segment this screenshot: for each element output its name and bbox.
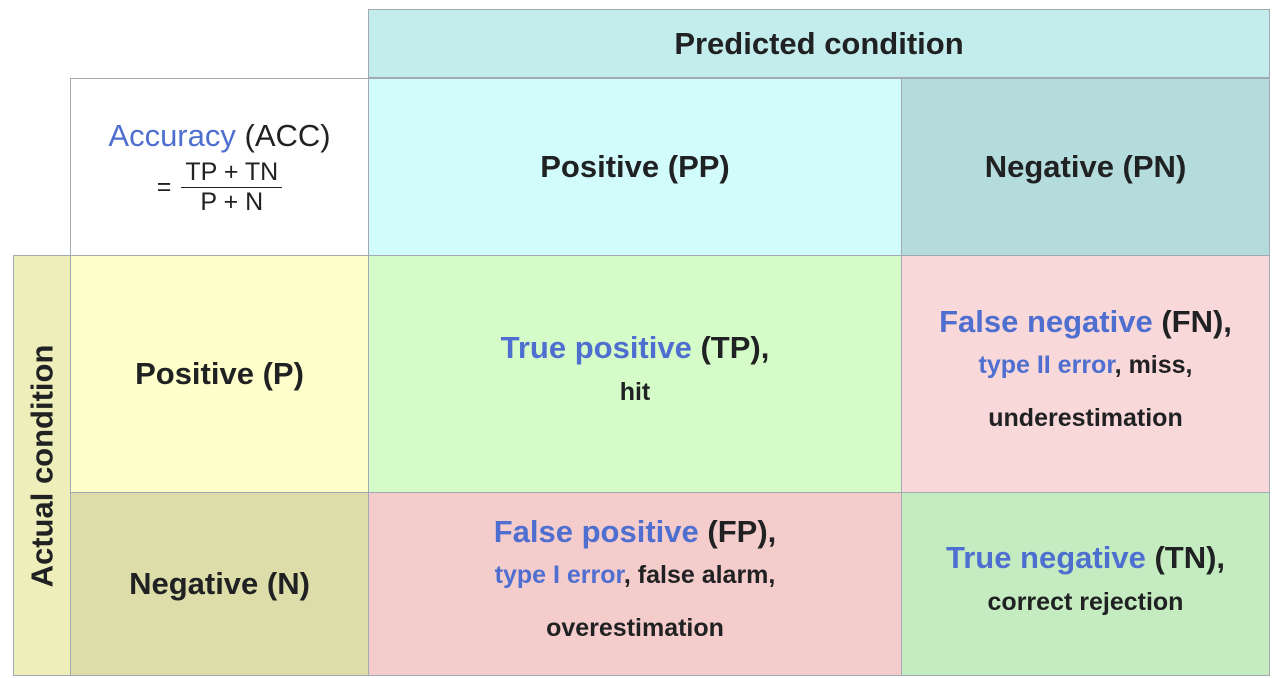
false-positive-abbr: (FP), [698, 513, 777, 549]
formula-equals: = [156, 173, 172, 202]
false-positive-synonyms: type I error, false alarm, [495, 549, 776, 602]
true-positive-synonym: hit [619, 377, 651, 406]
false-negative-link[interactable]: False negative [939, 303, 1153, 339]
accuracy-link[interactable]: Accuracy [108, 118, 236, 154]
true-positive-title: True positive (TP), [501, 330, 770, 366]
true-negative-abbr: (TN), [1145, 539, 1226, 575]
true-negative-cell: True negative (TN), correct rejection [901, 492, 1270, 676]
accuracy-cell: Accuracy (ACC) = TP + TN P + N [70, 78, 369, 256]
predicted-negative-label: Negative (PN) [984, 149, 1187, 185]
false-positive-cell: False positive (FP), type I error, false… [368, 492, 902, 676]
predicted-condition-header: Predicted condition [368, 9, 1270, 78]
true-negative-link[interactable]: True negative [945, 539, 1146, 575]
accuracy-formula: = TP + TN P + N [156, 158, 283, 217]
true-negative-synonym: correct rejection [987, 587, 1184, 616]
false-positive-synonym-2: overestimation [546, 613, 724, 642]
true-positive-abbr: (TP), [691, 329, 770, 365]
predicted-positive-header: Positive (PP) [368, 78, 902, 256]
formula-denominator: P + N [200, 188, 264, 217]
accuracy-title: Accuracy (ACC) [108, 117, 330, 154]
actual-positive-label: Positive (P) [135, 356, 304, 392]
true-negative-title: True negative (TN), [946, 540, 1225, 576]
false-positive-synonym-rest: , false alarm, [623, 561, 776, 590]
true-positive-cell: True positive (TP), hit [368, 255, 902, 493]
actual-positive-header: Positive (P) [70, 255, 369, 493]
false-negative-cell: False negative (FN), type II error, miss… [901, 255, 1270, 493]
false-positive-link[interactable]: False positive [493, 513, 699, 549]
false-negative-synonym-2: underestimation [988, 403, 1183, 432]
actual-negative-header: Negative (N) [70, 492, 369, 676]
formula-fraction: TP + TN P + N [181, 158, 283, 217]
false-positive-title: False positive (FP), [494, 514, 777, 550]
true-positive-link[interactable]: True positive [500, 329, 692, 365]
actual-negative-label: Negative (N) [129, 566, 310, 602]
type-i-error-link[interactable]: type I error [494, 561, 624, 590]
predicted-negative-header: Negative (PN) [901, 78, 1270, 256]
accuracy-abbr: (ACC) [244, 118, 331, 154]
false-negative-synonym-rest: , miss, [1114, 351, 1193, 380]
predicted-condition-label: Predicted condition [674, 25, 964, 61]
false-negative-title: False negative (FN), [939, 304, 1232, 340]
predicted-positive-label: Positive (PP) [540, 149, 730, 185]
type-ii-error-link[interactable]: type II error [978, 351, 1115, 380]
actual-condition-label: Actual condition [24, 344, 60, 587]
actual-condition-header: Actual condition [13, 255, 71, 676]
formula-numerator: TP + TN [181, 158, 283, 189]
false-negative-synonyms: type II error, miss, [979, 339, 1193, 392]
false-negative-abbr: (FN), [1152, 303, 1232, 339]
